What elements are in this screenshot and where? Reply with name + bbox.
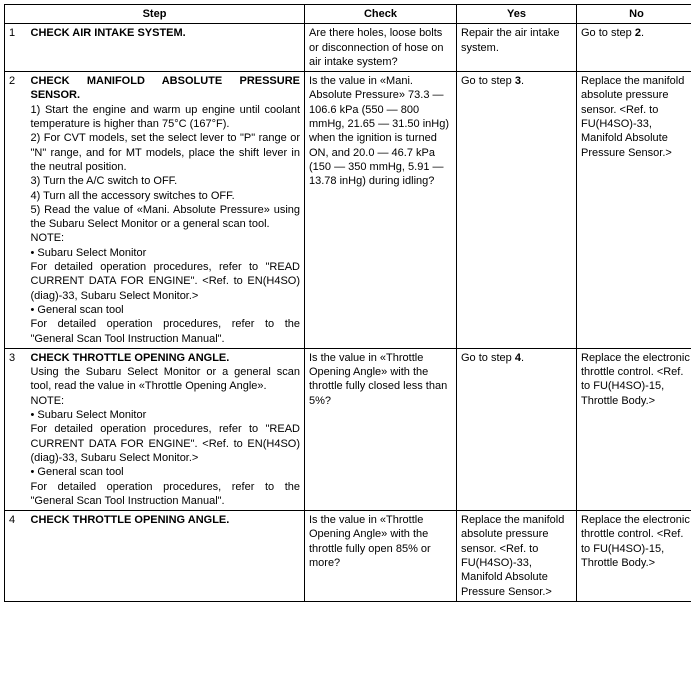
table-row: 2CHECK MANIFOLD ABSOLUTE PRESSURE SENSOR… bbox=[5, 72, 691, 349]
step-body-line: For detailed operation procedures, refer… bbox=[31, 481, 301, 507]
text: . bbox=[521, 352, 524, 364]
header-yes: Yes bbox=[457, 5, 577, 24]
header-check: Check bbox=[305, 5, 457, 24]
step-body-line: 2) For CVT models, set the select lever … bbox=[31, 132, 301, 173]
text: Replace the manifold absolute pressure s… bbox=[461, 514, 564, 597]
step-body-line: NOTE: bbox=[31, 395, 65, 407]
step-body-line: 5) Read the value of «Mani. Absolute Pre… bbox=[31, 204, 301, 230]
step-title: CHECK MANIFOLD ABSOLUTE PRESSURE SENSOR. bbox=[31, 75, 301, 101]
step-body-line: 1) Start the engine and warm up engine u… bbox=[31, 104, 301, 130]
yes-cell: Replace the manifold absolute pressure s… bbox=[457, 511, 577, 602]
yes-cell: Go to step 4. bbox=[457, 348, 577, 510]
step-body-line: For detailed operation procedures, refer… bbox=[31, 423, 301, 464]
step-cell: CHECK THROTTLE OPENING ANGLE. Using the S… bbox=[27, 348, 305, 510]
table-row: 3 CHECK THROTTLE OPENING ANGLE. Using the … bbox=[5, 348, 691, 510]
text: Replace the electronic throttle control.… bbox=[581, 352, 690, 407]
header-no: No bbox=[577, 5, 691, 24]
text: Go to step bbox=[581, 27, 635, 39]
text: Repair the air intake system. bbox=[461, 27, 559, 53]
table-row: 4 CHECK THROTTLE OPENING ANGLE. Is the val… bbox=[5, 511, 691, 602]
text: Go to step bbox=[461, 75, 515, 87]
check-cell: Is the value in «Throttle Opening Angle»… bbox=[305, 348, 457, 510]
step-body-line: • Subaru Select Monitor bbox=[31, 247, 147, 259]
header-step: Step bbox=[5, 5, 305, 24]
header-row: Step Check Yes No bbox=[5, 5, 691, 24]
step-cell: CHECK AIR INTAKE SYSTEM. bbox=[27, 24, 305, 72]
step-body-line: 3) Turn the A/C switch to OFF. bbox=[31, 175, 178, 187]
step-body-line: NOTE: bbox=[31, 232, 65, 244]
check-cell: Are there holes, loose bolts or disconne… bbox=[305, 24, 457, 72]
step-cell: CHECK THROTTLE OPENING ANGLE. bbox=[27, 511, 305, 602]
step-body-line: 4) Turn all the accessory switches to OF… bbox=[31, 190, 235, 202]
step-number: 3 bbox=[5, 348, 27, 510]
yes-cell: Repair the air intake system. bbox=[457, 24, 577, 72]
table-row: 1 CHECK AIR INTAKE SYSTEM. Are there holes… bbox=[5, 24, 691, 72]
step-body-line: • General scan tool bbox=[31, 304, 124, 316]
step-body-line: • General scan tool bbox=[31, 466, 124, 478]
text: . bbox=[521, 75, 524, 87]
step-body-line: For detailed operation procedures, refer… bbox=[31, 261, 301, 302]
step-number: 4 bbox=[5, 511, 27, 602]
step-title: CHECK AIR INTAKE SYSTEM. bbox=[31, 27, 186, 39]
text: Go to step bbox=[461, 352, 515, 364]
text: Replace the manifold absolute pressure s… bbox=[581, 75, 684, 158]
step-title: CHECK THROTTLE OPENING ANGLE. bbox=[31, 352, 230, 364]
step-body-line: • Subaru Select Monitor bbox=[31, 409, 147, 421]
no-cell: Go to step 2. bbox=[577, 24, 691, 72]
step-number: 1 bbox=[5, 24, 27, 72]
table-body: 1 CHECK AIR INTAKE SYSTEM. Are there holes… bbox=[5, 24, 691, 602]
diagnostic-table: Step Check Yes No 1 CHECK AIR INTAKE SYST… bbox=[4, 4, 691, 602]
text: . bbox=[641, 27, 644, 39]
no-cell: Replace the electronic throttle control.… bbox=[577, 348, 691, 510]
check-cell: Is the value in «Throttle Opening Angle»… bbox=[305, 511, 457, 602]
no-cell: Replace the manifold absolute pressure s… bbox=[577, 72, 691, 349]
step-title: CHECK THROTTLE OPENING ANGLE. bbox=[31, 514, 230, 526]
step-cell: CHECK MANIFOLD ABSOLUTE PRESSURE SENSOR.… bbox=[27, 72, 305, 349]
step-body-line: Using the Subaru Select Monitor or a gen… bbox=[31, 366, 301, 392]
no-cell: Replace the electronic throttle control.… bbox=[577, 511, 691, 602]
step-body-line: For detailed operation procedures, refer… bbox=[31, 318, 301, 344]
text: Replace the electronic throttle control.… bbox=[581, 514, 690, 569]
check-cell: Is the value in «Mani. Absolute Pressure… bbox=[305, 72, 457, 349]
step-number: 2 bbox=[5, 72, 27, 349]
yes-cell: Go to step 3. bbox=[457, 72, 577, 349]
